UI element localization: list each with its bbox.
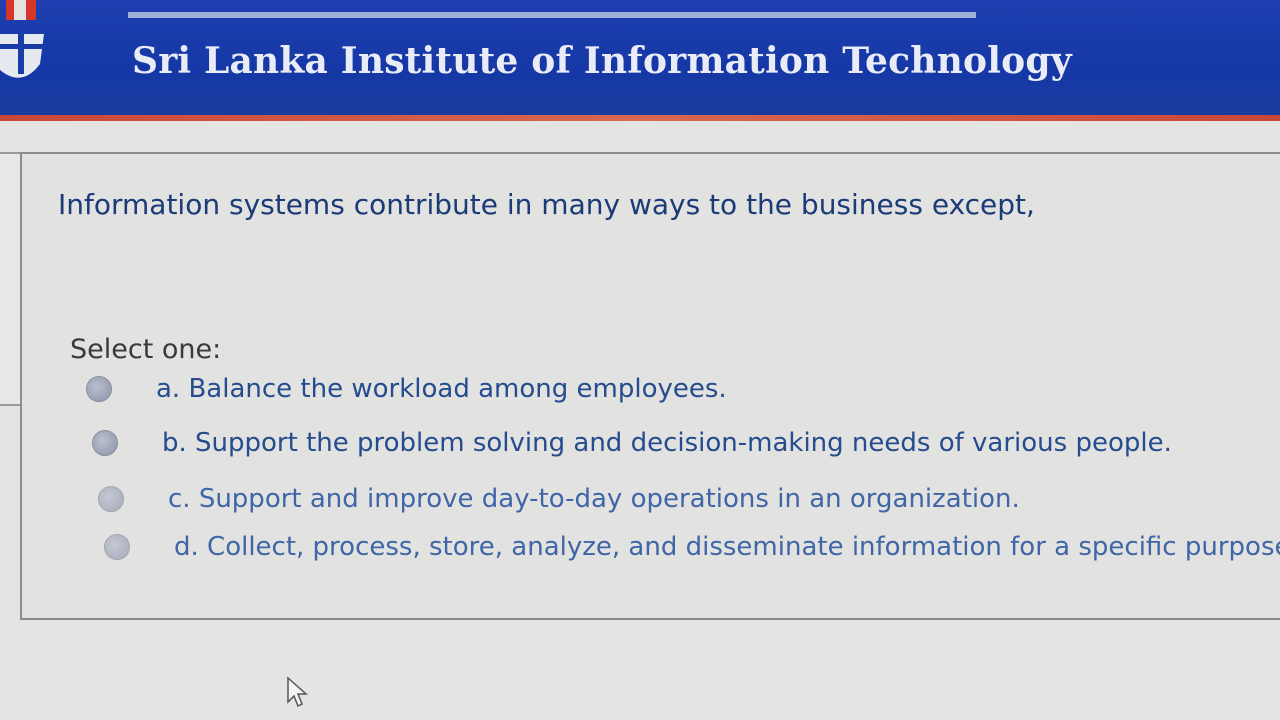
radio-button-icon[interactable] — [92, 430, 118, 456]
answer-option-a[interactable]: a. Balance the workload among employees. — [86, 374, 727, 404]
radio-button-icon[interactable] — [98, 486, 124, 512]
answer-option-label[interactable]: b. Support the problem solving and decis… — [162, 428, 1172, 458]
institute-logo-icon[interactable] — [0, 0, 50, 92]
answer-option-label[interactable]: d. Collect, process, store, analyze, and… — [174, 532, 1280, 562]
select-one-prompt: Select one: — [70, 334, 222, 365]
answer-option-label[interactable]: c. Support and improve day-to-day operat… — [168, 484, 1020, 514]
radio-button-icon[interactable] — [86, 376, 112, 402]
answer-option-b[interactable]: b. Support the problem solving and decis… — [92, 428, 1172, 458]
site-title: Sri Lanka Institute of Information Techn… — [132, 40, 1072, 82]
header-rule — [128, 12, 976, 18]
site-header: Sri Lanka Institute of Information Techn… — [0, 0, 1280, 118]
answer-option-c[interactable]: c. Support and improve day-to-day operat… — [98, 484, 1020, 514]
answer-option-d[interactable]: d. Collect, process, store, analyze, and… — [104, 532, 1280, 562]
header-accent-bar — [0, 115, 1280, 121]
question-text: Information systems contribute in many w… — [58, 188, 1035, 221]
mouse-pointer-icon — [287, 676, 308, 708]
question-container — [20, 152, 1280, 620]
radio-button-icon[interactable] — [104, 534, 130, 560]
answer-option-label[interactable]: a. Balance the workload among employees. — [156, 374, 727, 404]
